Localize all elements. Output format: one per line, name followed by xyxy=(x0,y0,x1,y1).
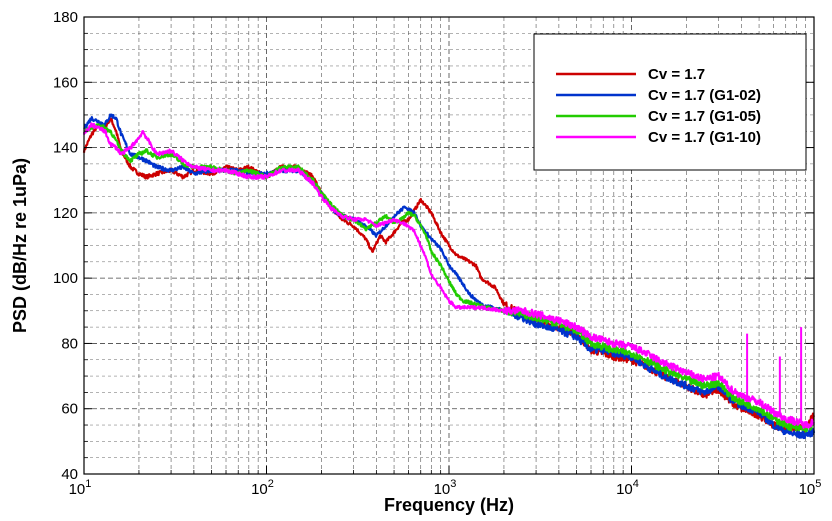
legend-label: Cv = 1.7 (G1-10) xyxy=(648,129,761,146)
legend-box xyxy=(533,33,807,171)
x-tick-label: 102 xyxy=(251,478,274,498)
y-tick-label: 120 xyxy=(53,205,78,222)
y-axis-title: PSD (dB/Hz re 1uPa) xyxy=(10,158,30,333)
y-tick-label: 60 xyxy=(61,401,78,418)
x-tick-label: 104 xyxy=(616,478,639,498)
ticks: 40 60 80 100 120 140 160 180 101 102 103 104 105 xyxy=(53,9,821,498)
legend-label: Cv = 1.7 xyxy=(648,66,705,83)
series-line-cv-1-7-g1-10 xyxy=(82,122,815,429)
legend-label: Cv = 1.7 (G1-05) xyxy=(648,108,761,125)
x-tick-label: 103 xyxy=(434,478,457,498)
legend-label: Cv = 1.7 (G1-02) xyxy=(648,87,761,104)
y-tick-label: 80 xyxy=(61,335,78,352)
series-line-cv-1-7-g1-02 xyxy=(83,113,816,440)
series-layer xyxy=(82,113,816,440)
legend: Cv = 1.7 Cv = 1.7 (G1-02) Cv = 1.7 (G1-05)… xyxy=(533,33,807,171)
x-axis-title: Frequency (Hz) xyxy=(384,495,514,515)
x-tick-label: 105 xyxy=(799,478,822,498)
y-tick-label: 180 xyxy=(53,9,78,26)
y-tick-label: 100 xyxy=(53,270,78,287)
y-tick-label: 40 xyxy=(61,466,78,483)
series-line-cv-1-7-g1-05 xyxy=(83,123,815,433)
x-tick-label: 101 xyxy=(69,478,92,498)
y-tick-label: 160 xyxy=(53,74,78,91)
y-tick-label: 140 xyxy=(53,140,78,157)
